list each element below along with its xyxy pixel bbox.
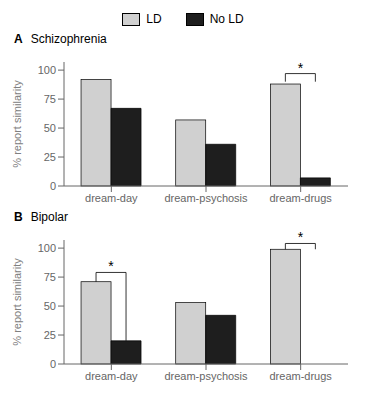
svg-text:% report similarity: % report similarity xyxy=(11,80,23,168)
svg-text:dream-psychosis: dream-psychosis xyxy=(164,370,248,382)
svg-text:% report similarity: % report similarity xyxy=(11,258,23,346)
svg-text:50: 50 xyxy=(44,122,56,134)
svg-text:dream-day: dream-day xyxy=(85,192,138,204)
svg-text:0: 0 xyxy=(50,180,56,192)
svg-text:100: 100 xyxy=(38,242,56,254)
html-text:B: B xyxy=(14,210,23,224)
html-text:No LD: No LD xyxy=(209,12,244,26)
svg-text:dream-drugs: dream-drugs xyxy=(269,192,332,204)
svg-text:dream-day: dream-day xyxy=(85,370,138,382)
svg-text:50: 50 xyxy=(44,300,56,312)
svg-text:25: 25 xyxy=(44,151,56,163)
html-text:A: A xyxy=(14,32,23,46)
svg-text:0: 0 xyxy=(50,358,56,370)
svg-text:75: 75 xyxy=(44,93,56,105)
svg-text:25: 25 xyxy=(44,329,56,341)
svg-text:100: 100 xyxy=(38,64,56,76)
svg-text:*: * xyxy=(108,258,114,274)
svg-text:dream-psychosis: dream-psychosis xyxy=(164,192,248,204)
html-text:Bipolar: Bipolar xyxy=(30,210,68,224)
svg-text:75: 75 xyxy=(44,271,56,283)
svg-text:*: * xyxy=(298,229,304,245)
html-text:Schizophrenia: Schizophrenia xyxy=(30,32,107,46)
svg-text:dream-drugs: dream-drugs xyxy=(269,370,332,382)
svg-text:*: * xyxy=(298,60,304,76)
html-text:LD: LD xyxy=(146,12,162,26)
